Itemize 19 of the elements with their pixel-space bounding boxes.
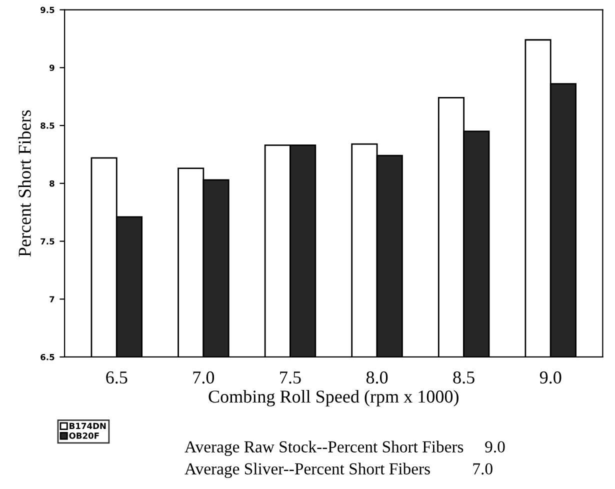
x-tick-label: 8.5 [453, 371, 474, 384]
y-tick-label: 7.5 [40, 238, 54, 245]
y-tick-label: 9 [49, 64, 54, 71]
y-axis-title: Percent Short Fibers [18, 110, 31, 257]
legend-label: B174DN [70, 422, 106, 429]
y-tick-label: 6.5 [40, 354, 54, 360]
x-tick-label: 7.5 [280, 372, 301, 384]
x-tick-label: 7.0 [193, 371, 214, 384]
y-tick-label: 8 [50, 180, 54, 187]
y-tick-label: 9.5 [40, 6, 54, 14]
text: Average Sliver--Percent Short Fibers 7.0 [184, 462, 492, 478]
x-tick-label: 6.5 [106, 371, 128, 384]
y-tick-label: 8.5 [40, 122, 54, 129]
x-axis-title: Combing Roll Speed (rpm x 1000) [208, 390, 458, 406]
legend-label: OB20F [69, 432, 99, 439]
x-tick-label: 8.0 [366, 371, 388, 384]
text: Average Raw Stock--Percent Short Fibers 9.0 [184, 440, 505, 456]
y-tick-label: 7 [50, 296, 54, 302]
x-tick-label: 9.0 [540, 371, 562, 384]
